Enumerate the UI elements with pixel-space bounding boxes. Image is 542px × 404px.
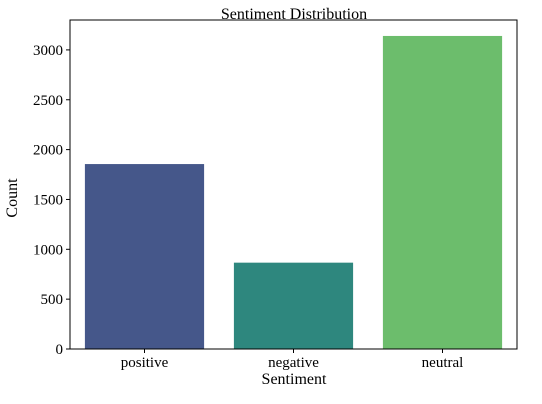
chart-title: Sentiment Distribution xyxy=(221,6,367,23)
y-tick-label: 1500 xyxy=(33,192,63,208)
y-tick-label: 2500 xyxy=(33,93,63,109)
y-axis-ticks: 0 500 1000 1500 2000 2500 3000 xyxy=(33,43,70,358)
bars-group xyxy=(84,35,503,350)
x-tick-label: positive xyxy=(121,355,169,371)
y-tick-label: 0 xyxy=(56,342,64,358)
y-tick-label: 500 xyxy=(41,292,64,308)
y-tick-label: 2000 xyxy=(33,143,63,159)
plot-frame xyxy=(69,19,518,350)
x-tick-label: neutral xyxy=(422,355,464,371)
bar-neutral xyxy=(382,35,503,350)
y-tick-label: 3000 xyxy=(33,43,63,59)
x-axis-ticks: positive negative neutral xyxy=(121,349,464,371)
x-axis-label: Sentiment xyxy=(262,371,327,388)
y-tick-label: 1000 xyxy=(33,242,63,258)
bar-positive xyxy=(84,164,205,349)
x-tick-label: negative xyxy=(268,355,319,371)
bar-negative xyxy=(233,262,354,349)
y-axis-label: Count xyxy=(4,178,21,218)
